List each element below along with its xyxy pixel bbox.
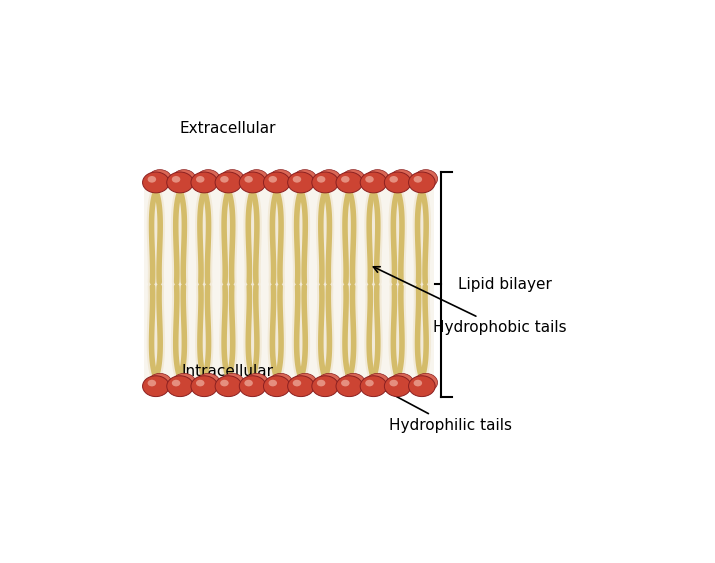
Circle shape [317,169,341,188]
Circle shape [390,379,398,386]
Circle shape [172,379,180,386]
Circle shape [366,373,389,392]
Circle shape [220,176,229,182]
Circle shape [342,169,365,188]
Circle shape [385,172,411,193]
Text: Hydrophobic tails: Hydrophobic tails [373,267,566,335]
Circle shape [147,379,156,386]
Circle shape [365,379,374,386]
Circle shape [245,169,268,188]
Bar [144,180,434,389]
Circle shape [317,176,325,182]
Circle shape [341,379,350,386]
Circle shape [360,376,387,396]
Circle shape [293,373,317,392]
Circle shape [390,176,398,182]
Circle shape [172,373,196,392]
Circle shape [197,373,220,392]
Circle shape [245,373,268,392]
Circle shape [167,172,193,193]
Circle shape [292,379,301,386]
Circle shape [240,376,266,396]
Circle shape [269,373,292,392]
Circle shape [147,176,156,182]
Text: Lipid bilayer: Lipid bilayer [458,277,552,292]
Circle shape [197,169,220,188]
Circle shape [385,376,411,396]
Circle shape [142,172,169,193]
Circle shape [172,176,180,182]
Circle shape [245,176,253,182]
Circle shape [263,172,290,193]
Circle shape [196,379,204,386]
Circle shape [317,379,325,386]
Circle shape [390,169,413,188]
Text: Intracellular: Intracellular [182,364,274,378]
Circle shape [342,373,365,392]
Circle shape [269,169,292,188]
Circle shape [148,373,172,392]
Circle shape [414,169,438,188]
Circle shape [215,172,242,193]
Circle shape [240,172,266,193]
Circle shape [142,376,169,396]
Text: Extracellular: Extracellular [179,120,276,136]
Circle shape [148,169,172,188]
Circle shape [245,379,253,386]
Circle shape [221,169,244,188]
Circle shape [221,373,244,392]
Circle shape [191,172,217,193]
Circle shape [360,172,387,193]
Circle shape [365,176,374,182]
Circle shape [196,176,204,182]
Circle shape [366,169,389,188]
Text: Hydrophilic tails: Hydrophilic tails [365,379,512,433]
Circle shape [414,373,438,392]
Circle shape [191,376,217,396]
Circle shape [287,376,315,396]
Circle shape [167,376,193,396]
Circle shape [317,373,341,392]
Circle shape [263,376,290,396]
Circle shape [312,376,338,396]
Circle shape [215,376,242,396]
Circle shape [269,379,277,386]
Circle shape [292,176,301,182]
Circle shape [390,373,413,392]
Circle shape [293,169,317,188]
Circle shape [413,176,422,182]
Circle shape [408,172,435,193]
Circle shape [312,172,338,193]
Circle shape [269,176,277,182]
Circle shape [408,376,435,396]
Circle shape [336,172,363,193]
Circle shape [336,376,363,396]
Circle shape [341,176,350,182]
Circle shape [172,169,196,188]
Circle shape [413,379,422,386]
Circle shape [287,172,315,193]
Circle shape [220,379,229,386]
